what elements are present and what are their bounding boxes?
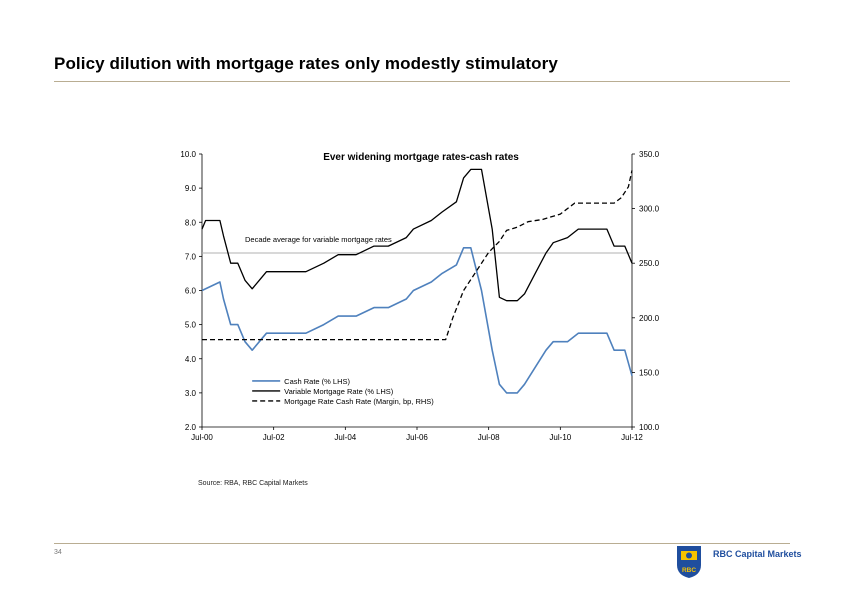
left-tick-label: 2.0 [185,423,197,432]
chart-title: Ever widening mortgage rates-cash rates [323,152,519,163]
page-number: 34 [54,549,62,556]
right-tick-label: 350.0 [639,150,660,159]
rbc-shield-icon: RBC [677,546,701,578]
series-line-variable-mortgage-rate [201,168,633,302]
legend-label: Cash Rate (% LHS) [284,377,350,386]
left-tick-label: 6.0 [185,287,197,296]
left-tick-label: 4.0 [185,355,197,364]
slide-title: Policy dilution with mortgage rates only… [54,54,558,73]
left-tick-label: 5.0 [185,321,197,330]
left-tick-label: 8.0 [185,218,197,227]
x-tick-label: Jul-02 [263,433,285,442]
legend-label: Mortgage Rate Cash Rate (Margin, bp, RHS… [284,397,434,406]
right-tick-label: 250.0 [639,259,660,268]
left-tick-label: 10.0 [180,150,196,159]
left-tick-label: 3.0 [185,389,197,398]
x-tick-label: Jul-06 [406,433,428,442]
series-line-margin [202,170,633,341]
x-tick-label: Jul-00 [191,433,213,442]
logo-mark-text: RBC [682,567,696,574]
title-rule [54,81,790,82]
source-note: Source: RBA, RBC Capital Markets [198,480,308,487]
x-tick-label: Jul-12 [621,433,643,442]
series-line-cash-rate [201,247,633,394]
mortgage-cash-rate-chart: Ever widening mortgage rates-cash rates … [180,150,660,442]
rbc-logo: RBC RBC Capital Markets [676,545,806,581]
left-tick-label: 9.0 [185,184,197,193]
legend: Cash Rate (% LHS)Variable Mortgage Rate … [252,377,434,406]
x-tick-label: Jul-08 [478,433,500,442]
footer-rule [54,543,790,544]
left-tick-label: 7.0 [185,252,197,261]
x-tick-label: Jul-04 [334,433,356,442]
legend-label: Variable Mortgage Rate (% LHS) [284,387,394,396]
logo-wordmark: RBC Capital Markets [713,549,802,559]
right-tick-label: 100.0 [639,423,660,432]
right-tick-label: 200.0 [639,314,660,323]
x-tick-label: Jul-10 [549,433,571,442]
right-tick-label: 150.0 [639,368,660,377]
right-tick-label: 300.0 [639,205,660,214]
decade-average-label: Decade average for variable mortgage rat… [245,235,392,244]
